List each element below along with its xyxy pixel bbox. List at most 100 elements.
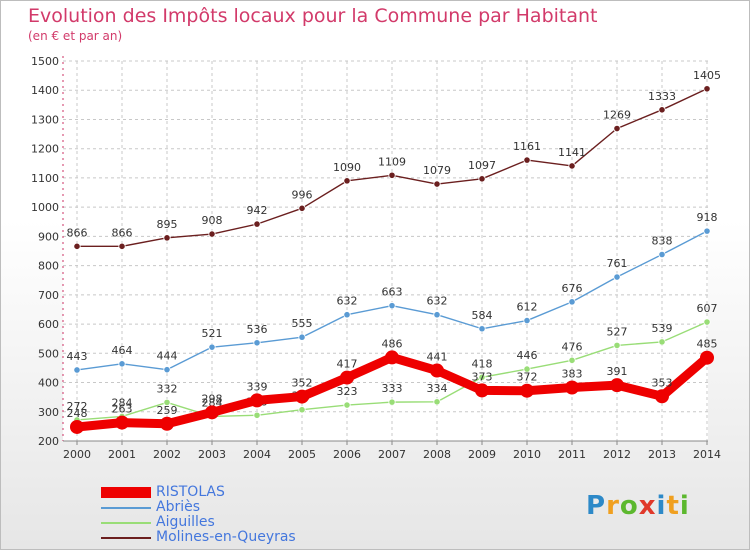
data-point-abri-s bbox=[208, 343, 216, 351]
data-label-aiguilles: 334 bbox=[427, 382, 448, 395]
data-label-molines-en-queyras: 1141 bbox=[558, 146, 586, 159]
x-tick-label: 2005 bbox=[288, 448, 316, 461]
x-tick-label: 2012 bbox=[603, 448, 631, 461]
data-label-aiguilles: 284 bbox=[112, 396, 133, 409]
data-point-ristolas bbox=[475, 383, 489, 398]
data-label-aiguilles: 418 bbox=[472, 357, 493, 370]
chart-subtitle: (en € et par an) bbox=[28, 29, 123, 43]
y-tick-label: 1200 bbox=[31, 143, 59, 156]
data-label-abri-s: 663 bbox=[382, 286, 403, 299]
data-point-molines-en-queyras bbox=[478, 175, 486, 183]
data-label-aiguilles: 333 bbox=[382, 382, 403, 395]
x-tick-label: 2013 bbox=[648, 448, 676, 461]
x-tick-label: 2010 bbox=[513, 448, 541, 461]
data-point-abri-s bbox=[703, 227, 711, 235]
y-tick-label: 200 bbox=[38, 435, 59, 448]
data-point-ristolas bbox=[700, 350, 714, 365]
y-tick-label: 500 bbox=[38, 347, 59, 360]
data-label-abri-s: 443 bbox=[67, 350, 88, 363]
data-label-abri-s: 612 bbox=[517, 301, 538, 314]
data-point-molines-en-queyras bbox=[253, 220, 261, 228]
data-label-ristolas: 352 bbox=[292, 377, 313, 390]
legend: RISTOLAS Abriès Aiguilles Molines-en-Que… bbox=[101, 485, 296, 545]
legend-item-aiguilles: Aiguilles bbox=[101, 515, 296, 530]
logo-letter: t bbox=[666, 491, 680, 521]
legend-label-aiguilles: Aiguilles bbox=[156, 514, 215, 530]
data-label-molines-en-queyras: 942 bbox=[247, 204, 268, 217]
data-point-abri-s bbox=[343, 311, 351, 319]
data-point-aiguilles bbox=[658, 338, 666, 346]
y-tick-label: 1400 bbox=[31, 84, 59, 97]
data-point-molines-en-queyras bbox=[658, 106, 666, 114]
plot-area bbox=[63, 61, 708, 441]
y-tick-label: 300 bbox=[38, 406, 59, 419]
data-point-molines-en-queyras bbox=[343, 177, 351, 185]
data-point-ristolas bbox=[385, 350, 399, 365]
data-label-aiguilles: 527 bbox=[607, 325, 628, 338]
data-point-aiguilles bbox=[343, 401, 351, 409]
data-label-abri-s: 521 bbox=[202, 327, 223, 340]
data-label-abri-s: 632 bbox=[337, 295, 358, 308]
legend-swatch-molines bbox=[101, 536, 151, 539]
logo-letter: o bbox=[619, 491, 639, 521]
legend-item-abries: Abriès bbox=[101, 500, 296, 515]
y-tick-label: 700 bbox=[38, 289, 59, 302]
data-point-ristolas bbox=[160, 416, 174, 431]
data-point-molines-en-queyras bbox=[523, 156, 531, 164]
data-point-aiguilles bbox=[478, 373, 486, 381]
legend-swatch-ristolas bbox=[101, 487, 151, 498]
data-point-ristolas bbox=[205, 405, 219, 420]
x-tick-label: 2008 bbox=[423, 448, 451, 461]
data-label-abri-s: 761 bbox=[607, 257, 628, 270]
data-point-aiguilles bbox=[388, 398, 396, 406]
data-label-aiguilles: 446 bbox=[517, 349, 538, 362]
data-point-ristolas bbox=[115, 415, 129, 430]
data-point-abri-s bbox=[613, 273, 621, 281]
data-point-aiguilles bbox=[523, 365, 531, 373]
data-label-ristolas: 417 bbox=[337, 358, 358, 371]
data-point-molines-en-queyras bbox=[703, 85, 711, 93]
legend-swatch-aiguilles bbox=[101, 521, 151, 524]
data-point-molines-en-queyras bbox=[118, 242, 126, 250]
data-label-abri-s: 444 bbox=[157, 350, 178, 363]
data-label-molines-en-queyras: 895 bbox=[157, 218, 178, 231]
data-point-aiguilles bbox=[298, 406, 306, 414]
data-point-aiguilles bbox=[433, 398, 441, 406]
logo-letter: x bbox=[638, 491, 657, 521]
data-label-molines-en-queyras: 1097 bbox=[468, 159, 496, 172]
x-tick-label: 2004 bbox=[243, 448, 271, 461]
data-label-aiguilles: 476 bbox=[562, 340, 583, 353]
data-label-aiguilles: 539 bbox=[652, 322, 673, 335]
x-tick-label: 2002 bbox=[153, 448, 181, 461]
y-tick-label: 800 bbox=[38, 260, 59, 273]
data-point-ristolas bbox=[295, 389, 309, 404]
data-point-molines-en-queyras bbox=[298, 204, 306, 212]
data-point-abri-s bbox=[298, 333, 306, 341]
y-tick-label: 1100 bbox=[31, 172, 59, 185]
data-label-aiguilles: 284 bbox=[202, 396, 223, 409]
data-label-ristolas: 486 bbox=[382, 337, 403, 350]
data-point-abri-s bbox=[253, 339, 261, 347]
data-label-abri-s: 464 bbox=[112, 344, 133, 357]
data-label-molines-en-queyras: 866 bbox=[67, 226, 88, 239]
data-label-molines-en-queyras: 1109 bbox=[378, 155, 406, 168]
data-point-ristolas bbox=[70, 419, 84, 434]
y-tick-label: 900 bbox=[38, 230, 59, 243]
data-label-molines-en-queyras: 866 bbox=[112, 226, 133, 239]
data-point-aiguilles bbox=[568, 356, 576, 364]
x-tick-label: 2009 bbox=[468, 448, 496, 461]
data-label-ristolas: 372 bbox=[517, 371, 538, 384]
data-point-molines-en-queyras bbox=[73, 242, 81, 250]
data-point-abri-s bbox=[478, 325, 486, 333]
data-point-ristolas bbox=[565, 380, 579, 395]
x-tick-label: 2003 bbox=[198, 448, 226, 461]
data-label-ristolas: 248 bbox=[67, 407, 88, 420]
data-label-molines-en-queyras: 1269 bbox=[603, 109, 631, 122]
data-label-molines-en-queyras: 1090 bbox=[333, 161, 361, 174]
x-tick-label: 2001 bbox=[108, 448, 136, 461]
data-label-abri-s: 676 bbox=[562, 282, 583, 295]
data-point-ristolas bbox=[655, 389, 669, 404]
data-label-ristolas: 298 bbox=[202, 392, 223, 405]
data-point-aiguilles bbox=[253, 411, 261, 419]
